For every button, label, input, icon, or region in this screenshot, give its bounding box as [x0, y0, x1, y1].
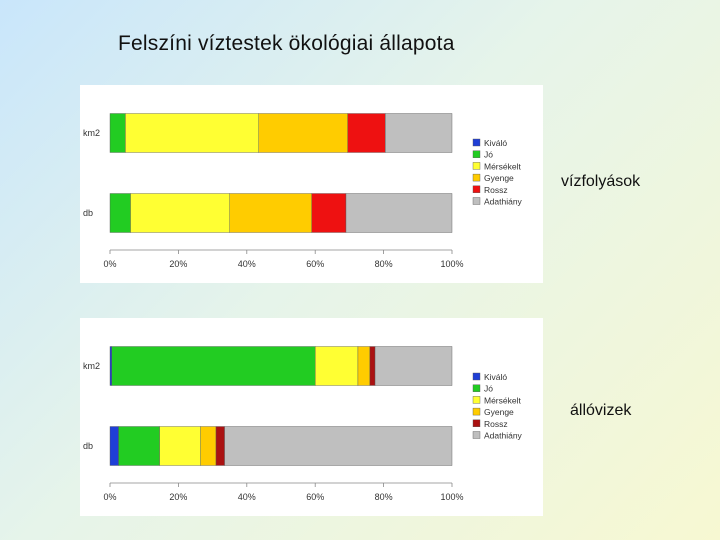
legend-swatch-kivalo: [472, 372, 481, 381]
x-tick-label: 80%: [375, 492, 393, 502]
legend-swatch-rossz: [472, 185, 481, 194]
bar-segment-db-mersekelt: [159, 426, 201, 466]
chart-label-vizfolyasok: vízfolyások: [561, 173, 641, 190]
x-tick-label: 40%: [238, 492, 256, 502]
x-tick-label: 40%: [238, 259, 256, 269]
legend-label-rossz: Rossz: [484, 419, 508, 429]
legend-label-adathiany: Adathiány: [484, 197, 523, 207]
x-tick-label: 80%: [375, 259, 393, 269]
bar-segment-km2-rossz: [347, 113, 386, 153]
legend-label-mersekelt: Mérsékelt: [484, 395, 521, 405]
category-label-db: db: [83, 208, 93, 218]
legend-label-gyenge: Gyenge: [484, 407, 514, 417]
legend-swatch-adathiany: [472, 197, 481, 205]
chart-panel-allovizek: km2 db 0% 20% 40% 60% 80% 100% Kiváló Jó Mérsékelt…: [80, 318, 543, 516]
x-tick-label: 0%: [103, 259, 116, 269]
legend-swatch-jo: [472, 384, 481, 392]
legend-swatch-mersekelt: [472, 396, 481, 404]
category-label-km2: km2: [83, 128, 100, 138]
x-tick-label: 20%: [169, 492, 187, 502]
legend-swatch-kivalo: [472, 138, 481, 147]
legend-swatch-adathiany: [472, 431, 481, 439]
bar-segment-km2-jo: [109, 113, 126, 153]
x-tick-label: 100%: [440, 492, 463, 502]
chart-panel-vizfolyasok: km2 db 0% 20% 40% 60% 80% 100% Kiváló Jó Mérsékelt…: [80, 85, 543, 283]
bar-segment-db-rossz: [311, 193, 347, 233]
bar-segment-db-adathiany: [345, 193, 453, 233]
legend-label-kivalo: Kiváló: [484, 138, 507, 148]
stacked-bar-chart-vizfolyasok: km2 db 0% 20% 40% 60% 80% 100% Kiváló JóMérsékelt…: [83, 113, 523, 269]
x-tick-label: 20%: [169, 259, 187, 269]
legend-label-adathiany: Adathiány: [484, 431, 523, 441]
x-tick-label: 0%: [103, 492, 116, 502]
x-tick-label: 100%: [440, 259, 463, 269]
bar-segment-km2-jo: [111, 346, 316, 386]
legend-swatch-mersekelt: [472, 162, 481, 170]
bar-segment-km2-adathiany: [374, 346, 453, 386]
bar-segment-db-adathiany: [224, 426, 453, 466]
legend-label-mersekelt: Mérsékelt: [484, 161, 521, 171]
bar-segment-db-gyenge: [229, 193, 312, 233]
bar-segment-km2-gyenge: [357, 346, 371, 386]
bar-segment-km2-adathiany: [385, 113, 453, 153]
bar-segment-km2-kivalo: [109, 346, 112, 386]
legend-swatch-gyenge: [472, 173, 481, 182]
chart-label-allovizek: állóvizek: [570, 402, 632, 419]
page-title: Felszíni víztestek ökológiai állapota: [118, 32, 455, 55]
bar-segment-km2-mersekelt: [314, 346, 359, 386]
category-label-km2: km2: [83, 361, 100, 371]
bar-segment-db-rossz: [215, 426, 225, 466]
legend-label-gyenge: Gyenge: [484, 173, 514, 183]
legend-label-kivalo: Kiváló: [484, 372, 507, 382]
legend-label-jo: Jó: [484, 150, 493, 160]
bar-segment-db-jo: [109, 193, 131, 233]
category-label-db: db: [83, 441, 93, 451]
bar-segment-db-mersekelt: [130, 193, 230, 233]
legend-swatch-rossz: [472, 419, 481, 428]
legend-label-jo: Jó: [484, 384, 493, 394]
legend-swatch-gyenge: [472, 407, 481, 416]
bar-segment-db-jo: [118, 426, 160, 466]
x-tick-label: 60%: [306, 259, 324, 269]
x-tick-label: 60%: [306, 492, 324, 502]
bar-segment-km2-gyenge: [258, 113, 348, 153]
bar-segment-km2-rossz: [369, 346, 376, 386]
stacked-bar-chart-allovizek: km2 db 0% 20% 40% 60% 80% 100% Kiváló JóMérsékelt…: [83, 346, 523, 502]
legend-label-rossz: Rossz: [484, 185, 508, 195]
bar-segment-db-kivalo: [109, 426, 119, 466]
bar-segment-km2-mersekelt: [125, 113, 259, 153]
legend-swatch-jo: [472, 150, 481, 158]
bar-segment-db-gyenge: [200, 426, 217, 466]
